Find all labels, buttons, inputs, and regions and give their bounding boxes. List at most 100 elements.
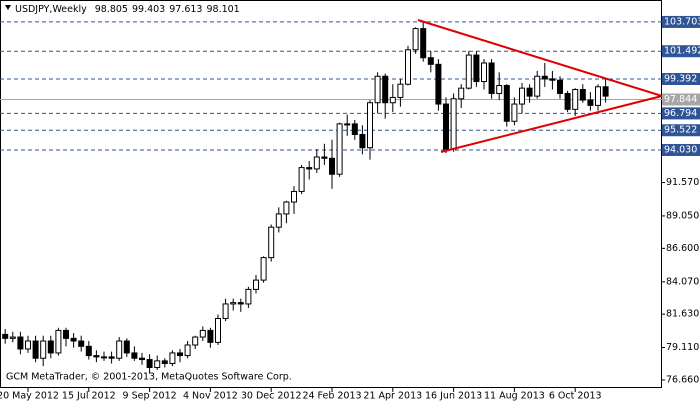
x-tick-label: 30 Dec 2012 — [241, 391, 302, 402]
ohlc-low: 97.613 — [169, 4, 202, 15]
x-tick-label: 16 Jun 2013 — [425, 391, 482, 402]
candle-body — [298, 167, 305, 192]
level-label: 103.703 — [664, 16, 700, 27]
candle-body — [344, 123, 351, 126]
candle-body — [70, 337, 77, 342]
candle-body — [458, 87, 465, 100]
candle-body — [85, 345, 92, 357]
level-label: 99.392 — [664, 74, 697, 85]
y-tick-label: 86.600 — [666, 243, 699, 254]
candle-body — [465, 54, 472, 89]
candle-body — [260, 257, 267, 281]
candle-body — [359, 134, 366, 149]
candle-body — [222, 303, 229, 320]
bid-label: 97.844 — [664, 94, 697, 105]
candle-body — [534, 75, 541, 97]
y-tick-label: 84.070 — [666, 276, 699, 287]
candle-body — [496, 85, 503, 94]
ohlc-open: 98.805 — [95, 4, 128, 15]
level-label: 95.522 — [664, 125, 697, 136]
candle-body — [25, 340, 31, 350]
candle-body — [511, 103, 518, 122]
level-label-box — [662, 124, 700, 137]
y-tick-label: 89.050 — [666, 210, 699, 221]
candle-body — [78, 340, 85, 347]
x-tick-label: 24 Feb 2013 — [302, 391, 361, 402]
candle-body — [481, 62, 487, 83]
bid-label-box — [662, 93, 700, 106]
candle-body — [557, 79, 563, 94]
candle-body — [519, 87, 525, 105]
x-tick-label: 11 Aug 2013 — [484, 391, 545, 402]
symbol-icon — [5, 5, 11, 10]
candle-body — [595, 86, 601, 106]
candle-body — [192, 336, 199, 346]
candle-body — [177, 352, 183, 357]
level-label: 96.794 — [664, 108, 697, 119]
level-label: 101.492 — [664, 46, 700, 57]
candle-body — [587, 99, 594, 106]
candle-body — [230, 302, 237, 305]
candle-body — [2, 333, 9, 339]
candle-body — [602, 86, 609, 97]
candle-body — [161, 360, 168, 365]
candle-body — [564, 92, 571, 110]
candle-body — [237, 302, 244, 305]
candle-body — [207, 329, 214, 343]
candle-body — [101, 356, 107, 359]
candle-body — [313, 156, 320, 170]
candle-body — [245, 288, 252, 305]
candle-body — [154, 360, 161, 368]
candle-body — [40, 340, 47, 359]
level-label-box — [662, 45, 700, 58]
candle-body — [374, 75, 381, 104]
candle-body — [443, 103, 449, 150]
candle-body — [215, 318, 221, 343]
candle-body — [389, 96, 396, 104]
candle-body — [139, 357, 145, 361]
candle-body — [397, 83, 404, 98]
x-tick-label: 21 Apr 2013 — [363, 391, 422, 402]
candle-body — [283, 201, 290, 215]
candle-body — [199, 329, 206, 338]
candle-body — [572, 88, 579, 110]
candle-body — [116, 340, 123, 359]
level-label-box — [662, 107, 700, 120]
footer: GCM MetaTrader, © 2001-2013, MetaQuotes … — [6, 372, 292, 383]
candle-body — [382, 75, 389, 104]
candle-body — [184, 344, 191, 357]
ohlc-high: 99.403 — [132, 4, 165, 15]
candle-body — [541, 75, 548, 80]
candle-body — [253, 279, 259, 290]
candle-body — [47, 340, 54, 354]
candle-body — [488, 62, 495, 94]
candle-body — [351, 123, 358, 136]
candle-body — [17, 336, 24, 350]
symbol-title: USDJPY,Weekly — [15, 4, 87, 15]
candle-body — [405, 49, 411, 85]
x-tick-label: 15 Jul 2012 — [62, 391, 116, 402]
candle-body — [473, 54, 480, 83]
candle-body — [93, 355, 100, 358]
candle-body — [336, 123, 343, 175]
candle-body — [108, 356, 115, 359]
level-label-box — [662, 73, 700, 86]
ohlc-close: 98.101 — [206, 4, 239, 15]
level-label-box — [662, 15, 700, 28]
x-tick-label: 4 Nov 2012 — [183, 391, 238, 402]
y-tick-label: 81.630 — [666, 309, 699, 320]
candle-body — [32, 340, 39, 359]
candle-body — [9, 336, 16, 339]
candle-body — [526, 87, 533, 97]
candle-body — [412, 28, 419, 51]
y-tick-label: 91.570 — [666, 177, 699, 188]
candle-body — [55, 329, 62, 354]
candle-body — [450, 98, 457, 150]
candle-body — [306, 167, 313, 170]
candle-body — [321, 156, 328, 159]
candle-body — [268, 226, 275, 259]
candle-body — [549, 78, 556, 81]
candle-body — [503, 85, 510, 122]
header: USDJPY,Weekly 98.805 99.403 97.613 98.101 — [15, 4, 240, 15]
